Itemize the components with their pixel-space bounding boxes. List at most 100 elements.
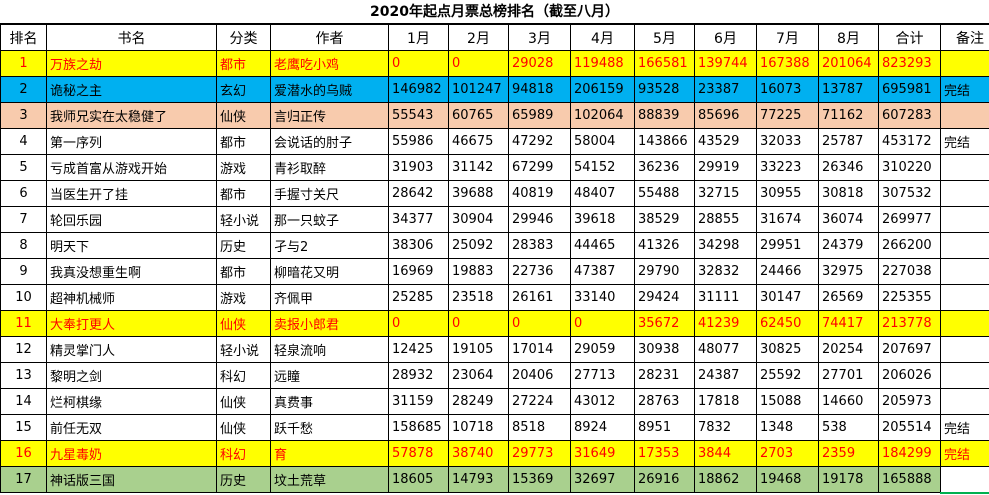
table-cell: 29773 [508, 440, 571, 467]
header-cell: 1月 [388, 24, 449, 51]
table-cell: 14 [0, 388, 47, 415]
table-cell: 19468 [756, 466, 819, 493]
note-cell [940, 102, 989, 129]
table-cell: 万族之劫 [46, 50, 217, 77]
table-cell: 453172 [878, 128, 941, 155]
table-cell: 25592 [756, 362, 819, 389]
table-cell: 大奉打更人 [46, 310, 217, 337]
table-cell: 26916 [634, 466, 695, 493]
table-cell: 41239 [694, 310, 757, 337]
header-cell: 分类 [216, 24, 271, 51]
table-cell: 20254 [818, 336, 879, 363]
table-cell: 31142 [448, 154, 509, 181]
table-cell: 15088 [756, 388, 819, 415]
table-row: 4 第一序列 都市 会说话的肘子 55986 46675 47292 58004 143866 4… [0, 128, 989, 155]
table-cell: 28763 [634, 388, 695, 415]
table-cell: 老鹰吃小鸡 [270, 50, 389, 77]
table-cell: 146982 [388, 76, 449, 103]
table-cell: 27701 [818, 362, 879, 389]
table-cell: 39618 [570, 206, 635, 233]
header-cell: 7月 [756, 24, 819, 51]
table-cell: 46675 [448, 128, 509, 155]
table-cell: 烂柯棋缘 [46, 388, 217, 415]
table-cell: 玄幻 [216, 76, 271, 103]
table-cell: 0 [570, 310, 635, 337]
table-cell: 39688 [448, 180, 509, 207]
table-row: 17 神话版三国 历史 坟土荒草 18605 14793 15369 32697 26916 18… [0, 466, 989, 494]
table-cell: 71162 [818, 102, 879, 129]
table-cell: 仙侠 [216, 414, 271, 441]
table-row: 8 明天下 历史 孑与2 38306 25092 28383 44465 41326 34298 2… [0, 232, 989, 259]
page-title: 2020年起点月票总榜排名（截至八月） [0, 0, 989, 24]
table-cell: 神话版三国 [46, 466, 217, 493]
table-cell: 5 [0, 154, 47, 181]
table-cell: 27224 [508, 388, 571, 415]
table-cell: 历史 [216, 466, 271, 493]
table-cell: 超神机械师 [46, 284, 217, 311]
table-cell: 695981 [878, 76, 941, 103]
table-cell: 1 [0, 50, 47, 77]
table-cell: 13 [0, 362, 47, 389]
table-cell: 8951 [634, 414, 695, 441]
table-cell: 32033 [756, 128, 819, 155]
table-cell: 225355 [878, 284, 941, 311]
table-cell: 93528 [634, 76, 695, 103]
table-cell: 34377 [388, 206, 449, 233]
table-cell: 31159 [388, 388, 449, 415]
table-cell: 29059 [570, 336, 635, 363]
table-row: 3 我师兄实在太稳健了 仙侠 言归正传 55543 60765 65989 102064 888… [0, 102, 989, 129]
note-cell [940, 284, 989, 311]
table-cell: 43012 [570, 388, 635, 415]
table-cell: 25092 [448, 232, 509, 259]
note-cell: 完结 [940, 128, 989, 155]
table-cell: 12425 [388, 336, 449, 363]
note-cell [940, 232, 989, 259]
table-cell: 0 [448, 310, 509, 337]
table-cell: 17014 [508, 336, 571, 363]
table-cell: 32975 [818, 258, 879, 285]
table-cell: 28932 [388, 362, 449, 389]
table-cell: 38306 [388, 232, 449, 259]
table-cell: 55986 [388, 128, 449, 155]
note-cell [940, 336, 989, 363]
table-cell: 手握寸关尺 [270, 180, 389, 207]
table-cell: 65989 [508, 102, 571, 129]
table-cell: 22736 [508, 258, 571, 285]
table-cell: 1348 [756, 414, 819, 441]
table-cell: 都市 [216, 258, 271, 285]
table-cell: 6 [0, 180, 47, 207]
table-cell: 47387 [570, 258, 635, 285]
table-cell: 30904 [448, 206, 509, 233]
table-cell: 0 [388, 50, 449, 77]
header-cell: 合计 [878, 24, 941, 51]
table-cell: 都市 [216, 128, 271, 155]
table-cell: 轮回乐园 [46, 206, 217, 233]
table-cell: 206026 [878, 362, 941, 389]
table-cell: 3844 [694, 440, 757, 467]
table-cell: 60765 [448, 102, 509, 129]
table-cell: 2703 [756, 440, 819, 467]
table-cell: 齐佩甲 [270, 284, 389, 311]
table-row: 7 轮回乐园 轻小说 那一只蚊子 34377 30904 29946 39618 38529 28… [0, 206, 989, 233]
table-cell: 607283 [878, 102, 941, 129]
table-cell: 213778 [878, 310, 941, 337]
table-cell: 我师兄实在太稳健了 [46, 102, 217, 129]
table-cell: 科幻 [216, 440, 271, 467]
table-cell: 10718 [448, 414, 509, 441]
table-cell: 538 [818, 414, 879, 441]
table-cell: 30825 [756, 336, 819, 363]
table-cell: 23387 [694, 76, 757, 103]
table-cell: 205973 [878, 388, 941, 415]
table-cell: 8 [0, 232, 47, 259]
table-cell: 16073 [756, 76, 819, 103]
table-cell: 17818 [694, 388, 757, 415]
ranking-table: 排名 书名 分类 作者 1月 2月 3月 4月 5月 6月 7月 8月 合计 备… [0, 24, 989, 494]
table-cell: 25787 [818, 128, 879, 155]
table-cell: 23064 [448, 362, 509, 389]
table-cell: 诡秘之主 [46, 76, 217, 103]
table-cell: 精灵掌门人 [46, 336, 217, 363]
table-cell: 游戏 [216, 154, 271, 181]
table-cell: 19178 [818, 466, 879, 493]
table-cell: 16 [0, 440, 47, 467]
table-cell: 47292 [508, 128, 571, 155]
